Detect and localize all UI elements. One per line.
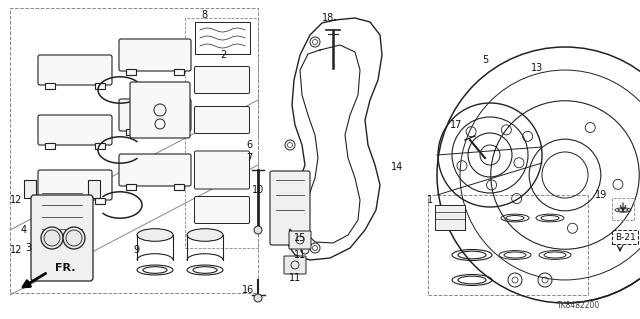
Bar — [24, 180, 36, 198]
Text: TK8482200: TK8482200 — [557, 300, 600, 309]
Text: 13: 13 — [531, 63, 543, 73]
Text: 18: 18 — [322, 13, 334, 23]
Ellipse shape — [41, 227, 63, 249]
FancyBboxPatch shape — [289, 231, 311, 249]
Ellipse shape — [63, 227, 85, 249]
Text: 11: 11 — [294, 250, 306, 260]
Bar — [612, 230, 638, 244]
Bar — [174, 69, 184, 75]
Text: 2: 2 — [220, 50, 226, 60]
Circle shape — [301, 246, 309, 254]
Text: 14: 14 — [391, 162, 403, 172]
Bar — [95, 143, 105, 149]
FancyBboxPatch shape — [270, 171, 310, 245]
FancyBboxPatch shape — [195, 66, 250, 93]
Circle shape — [254, 294, 262, 302]
FancyBboxPatch shape — [284, 256, 306, 274]
Bar — [174, 184, 184, 190]
Text: 3: 3 — [25, 243, 31, 253]
Text: 12: 12 — [10, 195, 22, 205]
Bar — [612, 198, 634, 220]
FancyBboxPatch shape — [195, 107, 250, 133]
Text: 6: 6 — [246, 140, 252, 150]
Bar — [435, 205, 465, 230]
Text: 7: 7 — [246, 153, 252, 163]
Text: 4: 4 — [21, 225, 27, 235]
Bar — [428, 195, 588, 295]
Ellipse shape — [187, 229, 223, 241]
Text: 16: 16 — [242, 285, 254, 295]
Text: FR.: FR. — [55, 263, 76, 273]
Text: 15: 15 — [294, 233, 306, 243]
Bar — [88, 180, 100, 198]
Text: 10: 10 — [252, 185, 264, 195]
Text: 8: 8 — [201, 10, 207, 20]
Text: 1: 1 — [427, 195, 433, 205]
Bar — [185, 18, 258, 248]
Text: 12: 12 — [10, 245, 22, 255]
Bar — [10, 8, 258, 293]
Text: 9: 9 — [133, 245, 139, 255]
FancyBboxPatch shape — [130, 82, 190, 138]
FancyBboxPatch shape — [195, 151, 250, 189]
FancyBboxPatch shape — [38, 170, 112, 200]
Text: 19: 19 — [595, 190, 607, 200]
Ellipse shape — [137, 229, 173, 241]
FancyBboxPatch shape — [38, 115, 112, 145]
Bar — [195, 22, 250, 54]
Bar — [126, 129, 136, 135]
FancyBboxPatch shape — [38, 55, 112, 85]
FancyBboxPatch shape — [195, 197, 250, 224]
Bar — [174, 129, 184, 135]
FancyBboxPatch shape — [119, 154, 191, 186]
Bar — [45, 143, 55, 149]
Bar — [95, 198, 105, 204]
Bar — [126, 184, 136, 190]
Text: 17: 17 — [450, 120, 462, 130]
FancyBboxPatch shape — [31, 195, 93, 281]
Bar — [45, 83, 55, 89]
Circle shape — [254, 226, 262, 234]
Bar — [45, 198, 55, 204]
Bar — [126, 69, 136, 75]
Text: 11: 11 — [289, 273, 301, 283]
FancyBboxPatch shape — [119, 99, 191, 131]
Text: B-21: B-21 — [614, 233, 636, 241]
Text: 5: 5 — [482, 55, 488, 65]
Bar — [95, 83, 105, 89]
FancyBboxPatch shape — [119, 39, 191, 71]
